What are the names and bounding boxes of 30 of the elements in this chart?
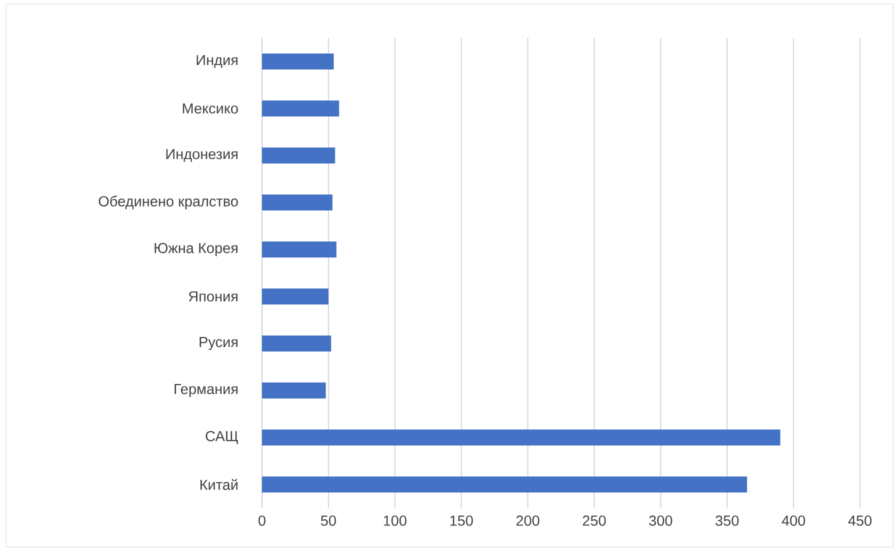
bar: [262, 382, 326, 398]
x-tick-label: 200: [516, 516, 540, 526]
x-tick-label: 350: [716, 516, 739, 526]
y-tick-label: Русия: [200, 337, 238, 350]
x-tick-label: 50: [320, 516, 336, 526]
bar: [262, 430, 780, 446]
y-tick-label: Мексико: [182, 103, 238, 114]
y-tick-label: Индия: [196, 55, 238, 68]
y-tick-label: Китай: [200, 479, 238, 490]
bar: [262, 336, 332, 352]
y-tick-label: Южна Корея: [154, 242, 238, 256]
bar: [262, 54, 334, 70]
bar: [262, 476, 748, 492]
x-tick-label: 400: [782, 516, 806, 526]
bar: [262, 242, 336, 258]
y-tick-label: Япония: [188, 291, 238, 302]
y-tick-label: Германия: [174, 384, 238, 398]
y-tick-label: Индонезия: [166, 149, 238, 162]
x-tick-label: 100: [384, 516, 406, 526]
x-tick-label: 450: [848, 516, 872, 526]
x-tick-label: 150: [450, 516, 473, 526]
y-tick-label: Обединено кралство: [98, 196, 238, 210]
bar: [262, 288, 328, 304]
x-tick-label: 0: [258, 516, 266, 526]
x-tick-label: 300: [649, 516, 672, 526]
bar: [262, 194, 332, 210]
y-tick-label: САЩ: [206, 430, 238, 444]
bar: [262, 100, 340, 116]
x-tick-label: 250: [582, 516, 606, 526]
bar: [262, 148, 336, 164]
